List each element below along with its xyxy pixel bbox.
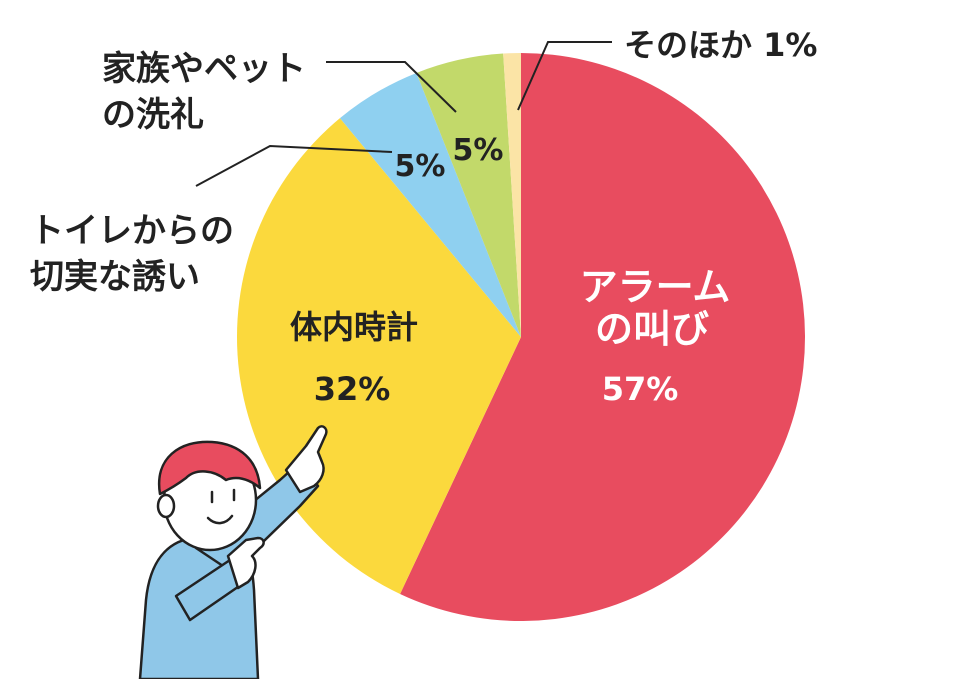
leader-line-toilet bbox=[195, 144, 393, 187]
person-mouth bbox=[206, 514, 234, 525]
pie-slice-toilet bbox=[339, 72, 521, 337]
label-other: そのほか 1% bbox=[624, 26, 817, 64]
pie-slice-alarm bbox=[400, 53, 806, 621]
slice-label-alarm-line1: アラーム bbox=[580, 265, 731, 309]
slice-value-alarm: 57% bbox=[602, 370, 679, 408]
slice-value-family: 5% bbox=[453, 133, 504, 168]
slice-label-alarm-line2: の叫び bbox=[595, 307, 709, 351]
person-hair bbox=[157, 440, 262, 496]
person-front-hand bbox=[226, 536, 265, 590]
slice-value-toilet: 5% bbox=[395, 149, 446, 184]
label-toilet-line1: トイレからの bbox=[30, 211, 234, 251]
person-ear bbox=[156, 493, 176, 519]
pie-slice-family bbox=[416, 53, 521, 338]
label-toilet-line2: 切実な誘い bbox=[30, 257, 200, 297]
pointing-person-illustration bbox=[138, 425, 328, 679]
pie-slice-other bbox=[503, 53, 521, 337]
leader-line-family bbox=[326, 61, 457, 113]
label-family-line1: 家族やペット bbox=[102, 49, 306, 89]
label-family-line2: の洗礼 bbox=[102, 95, 204, 135]
leader-lines bbox=[195, 41, 612, 187]
slice-value-bodyclock: 32% bbox=[314, 370, 391, 408]
slice-label-bodyclock: 体内時計 bbox=[290, 308, 418, 346]
leader-line-other bbox=[517, 41, 612, 111]
person-raised-hand bbox=[284, 425, 328, 494]
